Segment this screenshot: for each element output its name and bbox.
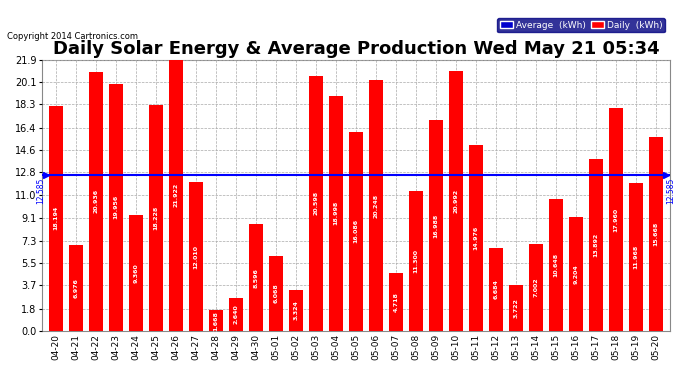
Bar bbox=[448, 71, 463, 331]
Bar bbox=[309, 76, 323, 331]
Text: 20.936: 20.936 bbox=[94, 189, 99, 213]
Text: 1.668: 1.668 bbox=[213, 311, 219, 331]
Bar bbox=[649, 137, 662, 331]
Text: 12.010: 12.010 bbox=[193, 244, 199, 268]
Bar bbox=[389, 273, 403, 331]
Bar bbox=[209, 310, 223, 331]
Bar bbox=[109, 84, 123, 331]
Bar bbox=[549, 199, 563, 331]
Text: 18.194: 18.194 bbox=[54, 206, 59, 230]
Bar bbox=[249, 225, 263, 331]
Text: 6.976: 6.976 bbox=[74, 278, 79, 298]
Bar bbox=[269, 256, 283, 331]
Bar bbox=[469, 146, 483, 331]
Bar bbox=[169, 59, 183, 331]
Text: 3.722: 3.722 bbox=[513, 298, 518, 318]
Bar bbox=[408, 191, 423, 331]
Text: 9.360: 9.360 bbox=[133, 263, 139, 283]
Text: 16.988: 16.988 bbox=[433, 214, 438, 238]
Text: 21.922: 21.922 bbox=[173, 183, 179, 207]
Bar bbox=[489, 248, 503, 331]
Bar bbox=[529, 244, 543, 331]
Text: 20.598: 20.598 bbox=[313, 191, 318, 215]
Text: 2.640: 2.640 bbox=[233, 305, 239, 324]
Bar bbox=[129, 215, 143, 331]
Text: 4.718: 4.718 bbox=[393, 292, 398, 312]
Bar bbox=[189, 182, 203, 331]
Text: 6.684: 6.684 bbox=[493, 280, 498, 300]
Bar bbox=[569, 217, 582, 331]
Bar bbox=[609, 108, 622, 331]
Text: 12.585: 12.585 bbox=[37, 177, 46, 204]
Bar bbox=[629, 183, 642, 331]
Bar bbox=[89, 72, 103, 331]
Text: 8.596: 8.596 bbox=[253, 268, 259, 288]
Bar bbox=[289, 290, 303, 331]
Legend: Average  (kWh), Daily  (kWh): Average (kWh), Daily (kWh) bbox=[497, 18, 665, 32]
Bar bbox=[369, 80, 383, 331]
Text: 15.668: 15.668 bbox=[653, 222, 658, 246]
Text: 12.585: 12.585 bbox=[666, 177, 675, 204]
Bar bbox=[149, 105, 163, 331]
Text: 10.648: 10.648 bbox=[553, 253, 558, 277]
Text: 20.248: 20.248 bbox=[373, 194, 378, 217]
Bar bbox=[229, 298, 243, 331]
Bar bbox=[589, 159, 602, 331]
Bar bbox=[349, 132, 363, 331]
Title: Daily Solar Energy & Average Production Wed May 21 05:34: Daily Solar Energy & Average Production … bbox=[52, 40, 659, 58]
Text: 19.956: 19.956 bbox=[114, 195, 119, 219]
Bar bbox=[428, 120, 443, 331]
Text: 6.068: 6.068 bbox=[273, 284, 278, 303]
Text: 18.228: 18.228 bbox=[153, 206, 159, 230]
Bar bbox=[69, 244, 83, 331]
Text: 16.086: 16.086 bbox=[353, 219, 358, 243]
Text: 17.960: 17.960 bbox=[613, 208, 618, 232]
Text: 3.324: 3.324 bbox=[293, 300, 298, 320]
Text: Copyright 2014 Cartronics.com: Copyright 2014 Cartronics.com bbox=[7, 32, 138, 41]
Text: 9.204: 9.204 bbox=[573, 264, 578, 284]
Text: 11.300: 11.300 bbox=[413, 249, 418, 273]
Text: 18.998: 18.998 bbox=[333, 201, 338, 225]
Bar bbox=[509, 285, 523, 331]
Text: 13.892: 13.892 bbox=[593, 233, 598, 257]
Text: 20.992: 20.992 bbox=[453, 189, 458, 213]
Text: 14.976: 14.976 bbox=[473, 226, 478, 250]
Bar bbox=[49, 105, 63, 331]
Text: 11.968: 11.968 bbox=[633, 245, 638, 269]
Bar bbox=[329, 96, 343, 331]
Text: 7.002: 7.002 bbox=[533, 278, 538, 297]
